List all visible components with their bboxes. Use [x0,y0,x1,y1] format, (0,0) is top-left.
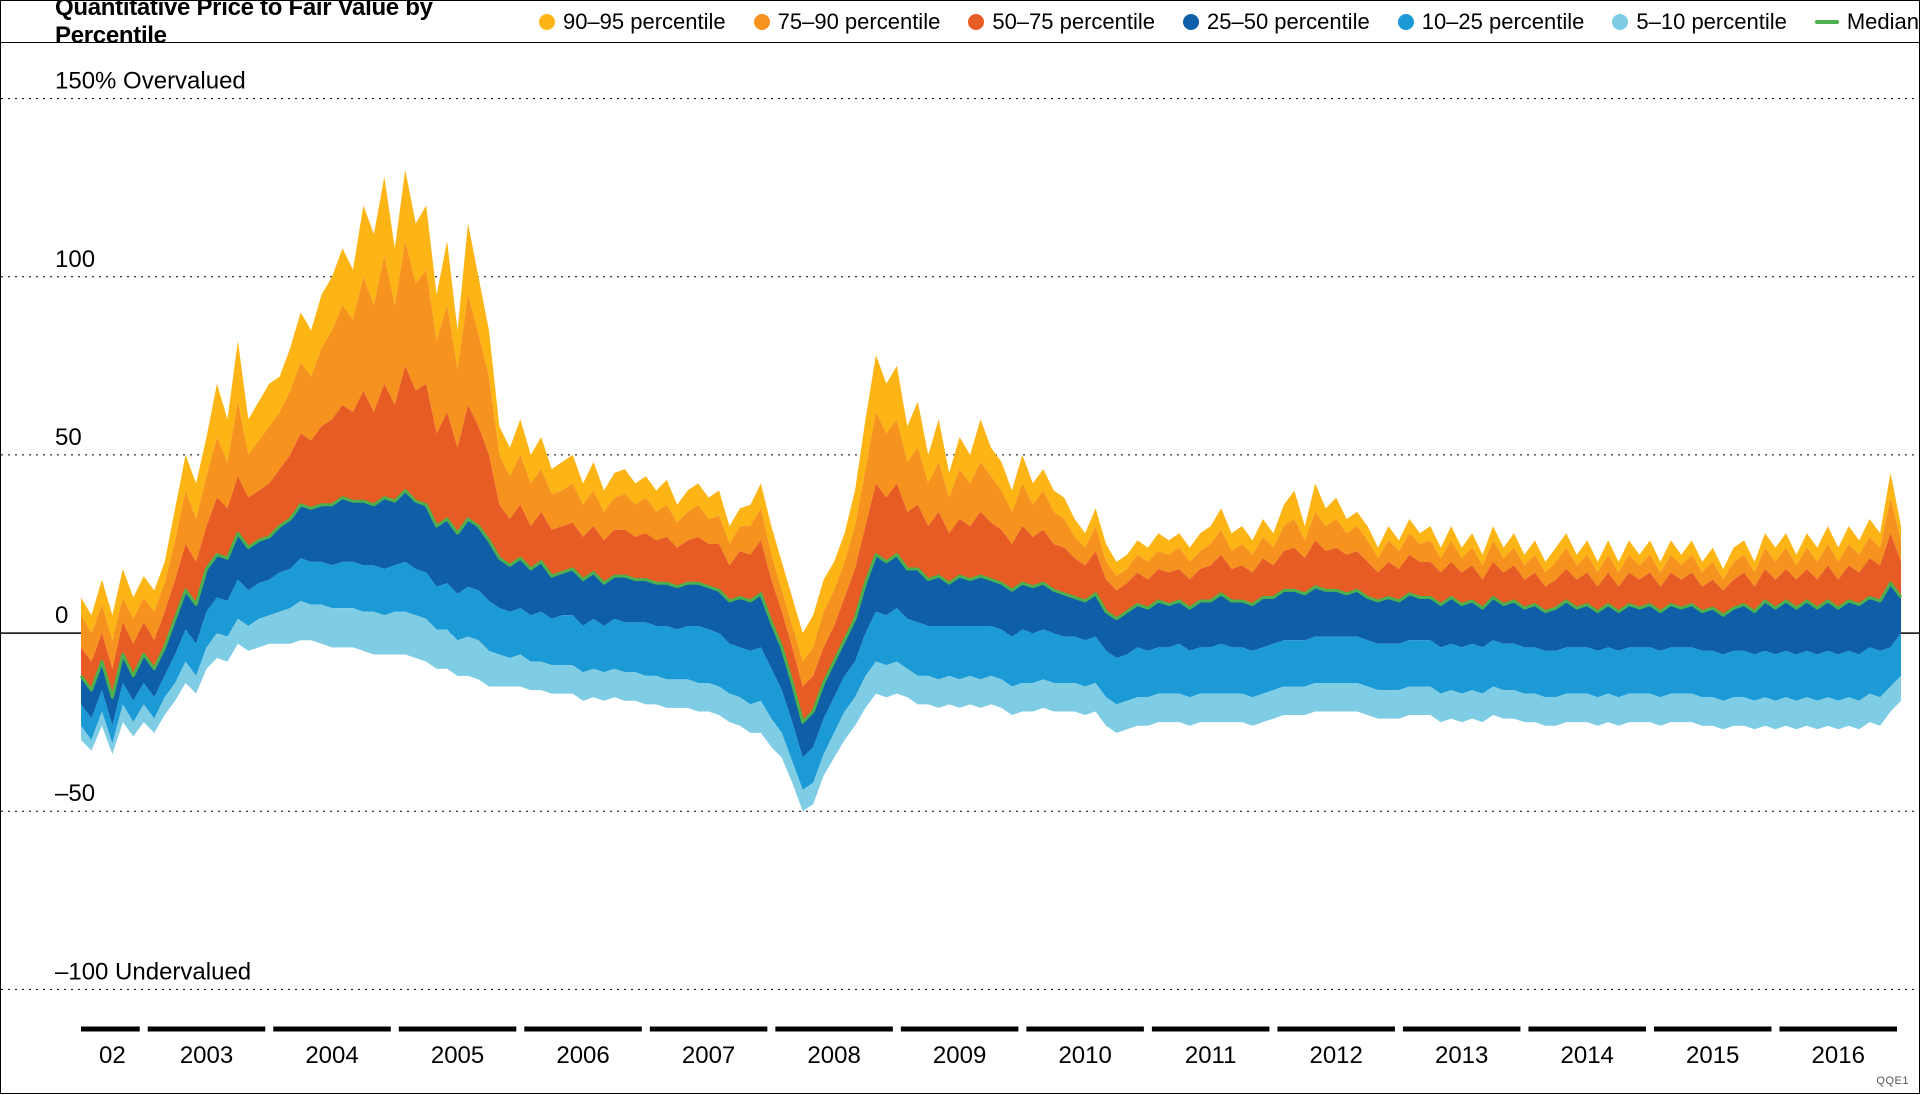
legend-label: 5–10 percentile [1636,9,1786,35]
legend-label: 50–75 percentile [992,9,1155,35]
swatch-p90-95 [539,14,555,30]
legend-label: 25–50 percentile [1207,9,1370,35]
svg-text:2015: 2015 [1686,1042,1739,1069]
swatch-p75-90 [754,14,770,30]
chart-container: Quantitative Price to Fair Value by Perc… [0,0,1920,1094]
legend-item-p90-95: 90–95 percentile [539,9,726,35]
legend-label: Median [1847,9,1919,35]
svg-text:02: 02 [99,1042,126,1069]
plot-area: 150% Overvalued 100 50 0 –50 –100 Undervalued… [1,43,1919,1093]
svg-text:2008: 2008 [807,1042,860,1069]
svg-text:2012: 2012 [1309,1042,1362,1069]
legend-label: 90–95 percentile [563,9,726,35]
legend-item-p25-50: 25–50 percentile [1183,9,1370,35]
svg-text:2004: 2004 [305,1042,358,1069]
svg-text:2003: 2003 [180,1042,233,1069]
svg-text:–50: –50 [55,780,95,807]
svg-text:2010: 2010 [1058,1042,1111,1069]
svg-text:–100 Undervalued: –100 Undervalued [55,958,251,985]
swatch-p50-75 [968,14,984,30]
svg-text:150% Overvalued: 150% Overvalued [55,68,246,95]
svg-text:2014: 2014 [1561,1042,1614,1069]
legend-item-p75-90: 75–90 percentile [754,9,941,35]
swatch-p10-25 [1398,14,1414,30]
svg-text:2007: 2007 [682,1042,735,1069]
svg-text:2006: 2006 [556,1042,609,1069]
legend-label: 10–25 percentile [1422,9,1585,35]
svg-text:100: 100 [55,246,95,273]
svg-text:2005: 2005 [431,1042,484,1069]
chart-header: Quantitative Price to Fair Value by Perc… [1,1,1919,43]
svg-text:2013: 2013 [1435,1042,1488,1069]
svg-text:2009: 2009 [933,1042,986,1069]
legend-item-median: Median [1815,9,1919,35]
legend-label: 75–90 percentile [778,9,941,35]
svg-text:0: 0 [55,602,68,629]
svg-text:2011: 2011 [1185,1042,1237,1069]
svg-text:50: 50 [55,424,82,451]
swatch-p25-50 [1183,14,1199,30]
chart-footnote: QQE1 [1876,1075,1909,1087]
swatch-p5-10 [1612,14,1628,30]
legend-item-p5-10: 5–10 percentile [1612,9,1786,35]
swatch-median [1815,20,1839,24]
svg-text:2016: 2016 [1812,1042,1865,1069]
legend-item-p10-25: 10–25 percentile [1398,9,1585,35]
plot-svg: 150% Overvalued 100 50 0 –50 –100 Undervalued… [1,43,1920,1095]
legend-item-p50-75: 50–75 percentile [968,9,1155,35]
